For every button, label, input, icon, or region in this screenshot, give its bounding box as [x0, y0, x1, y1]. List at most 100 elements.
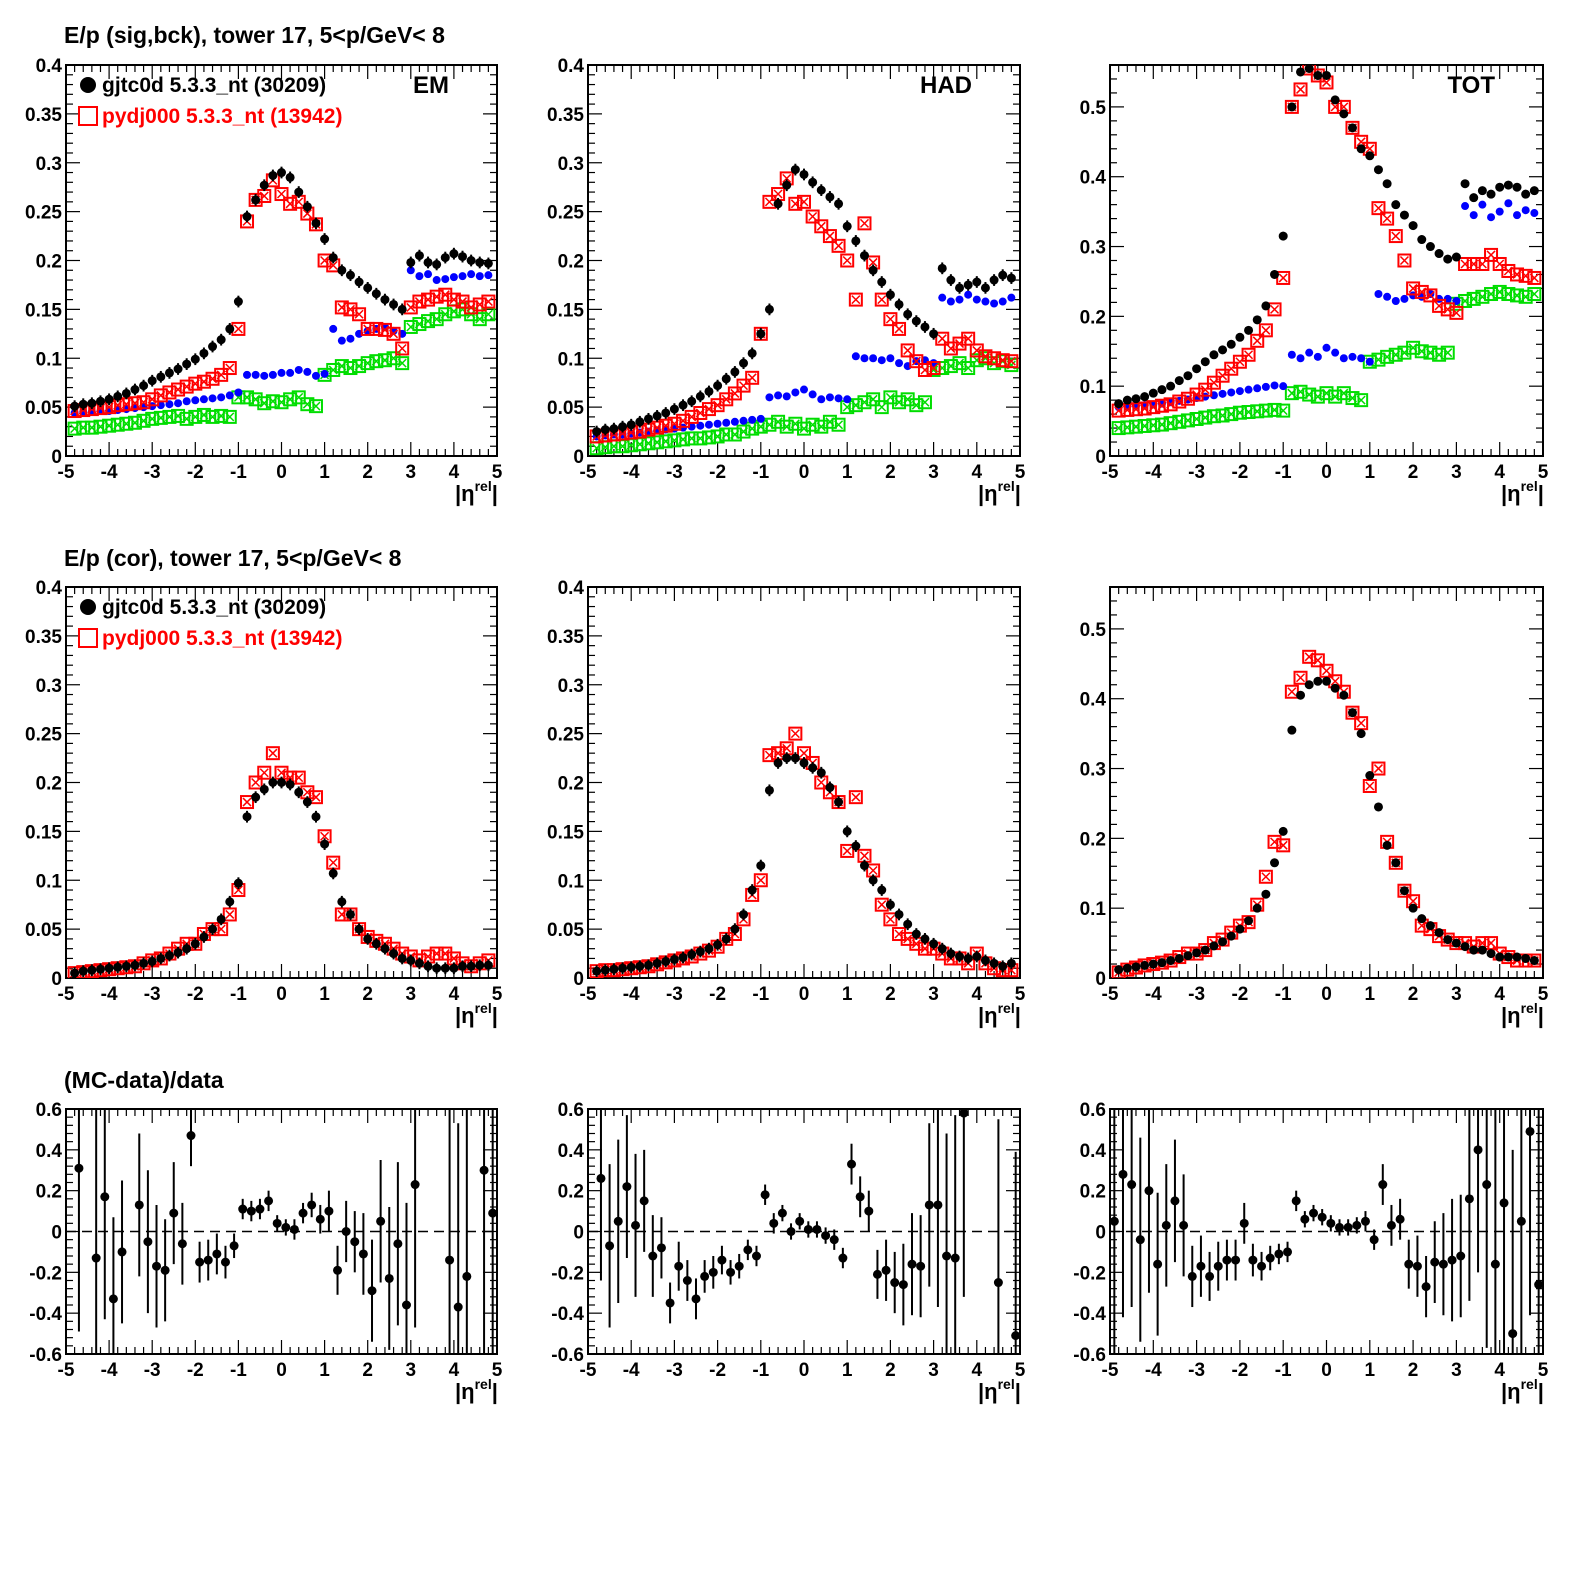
mc-point: [900, 343, 915, 358]
data-point: [139, 381, 149, 391]
x-tick-label: 1: [1365, 984, 1376, 1005]
y-tick-label: 0.3: [1080, 760, 1106, 781]
data-point: [1356, 144, 1366, 154]
mc-sig-point: [756, 414, 765, 423]
mc-point-cross: [320, 831, 330, 841]
mc-point-cross: [1278, 273, 1288, 283]
mc-bck-point: [701, 430, 716, 445]
data-point: [1313, 70, 1323, 80]
mc-point-cross: [1391, 231, 1401, 241]
data-point: [739, 909, 749, 919]
data-point: [721, 934, 731, 944]
mc-point-cross: [225, 363, 235, 373]
data-point: [173, 948, 183, 958]
data-point: [674, 1261, 684, 1271]
mc-point-cross: [1278, 406, 1288, 416]
data-point: [760, 1190, 770, 1200]
mc-point: [1371, 201, 1386, 216]
x-tick-label: -4: [101, 1360, 118, 1381]
plot-panels: -5 -4 -3 -2 -1 0 1 2 3 4 500.050.10.150.20.250.30.…: [25, 56, 1549, 1404]
data-point: [756, 861, 766, 871]
mc-bck-point: [1267, 402, 1282, 417]
data-point: [592, 966, 602, 976]
x-axis-label-sup: rel: [1521, 478, 1538, 494]
mc-point: [1345, 120, 1360, 135]
data-point: [1464, 1194, 1474, 1204]
data-point: [341, 1227, 351, 1236]
mc-bck-point: [472, 312, 487, 327]
data-point: [225, 897, 235, 907]
data-points: [596, 1109, 1020, 1354]
mc-sig-point: [234, 388, 243, 397]
mc-bck-point: [1414, 344, 1429, 359]
data-point: [998, 961, 1008, 971]
mc-point: [352, 307, 367, 322]
data-point: [1382, 840, 1392, 850]
x-tick-label: 1: [1365, 462, 1376, 483]
data-point: [1503, 180, 1513, 190]
x-axis-label-bar: |: [492, 481, 498, 506]
data-point: [795, 1216, 805, 1226]
y-tick-label: -0.4: [551, 1304, 584, 1325]
data-points: [589, 163, 1019, 456]
mc-bck-point: [961, 361, 976, 376]
data-point: [1265, 1253, 1275, 1263]
data-point: [695, 947, 705, 957]
data-point: [803, 1224, 813, 1234]
data-point: [117, 1247, 127, 1257]
data-point: [1334, 1222, 1344, 1232]
data-point: [881, 1265, 891, 1275]
y-tick-label: 0.4: [36, 1141, 63, 1162]
data-points: [1111, 649, 1542, 978]
x-tick-label: 4: [972, 984, 983, 1005]
data-point: [1209, 941, 1219, 951]
mc-bck-point: [145, 411, 160, 426]
mc-point-cross: [1408, 896, 1418, 906]
x-tick-label: -3: [144, 462, 161, 483]
mc-point: [1449, 305, 1464, 320]
data-point: [643, 414, 653, 424]
data-point: [834, 199, 844, 209]
mc-bck-point: [1206, 409, 1221, 424]
data-point: [877, 885, 887, 895]
data-point: [1438, 1259, 1448, 1269]
data-point: [397, 953, 407, 963]
data-point: [406, 955, 416, 965]
mc-point: [831, 795, 846, 810]
data-point: [851, 236, 861, 246]
mc-point: [1258, 323, 1273, 338]
data-point: [242, 212, 252, 222]
x-tick-label: -2: [709, 1360, 726, 1381]
y-tick-label: 0.05: [547, 398, 584, 419]
data-point: [924, 1200, 934, 1210]
mc-sig-point: [286, 368, 295, 377]
data-point: [592, 427, 602, 437]
mc-point-cross: [1356, 395, 1366, 405]
mc-point: [909, 354, 924, 369]
y-tick-label: 0.15: [25, 822, 62, 843]
x-tick-label: 2: [362, 462, 373, 483]
row-title-sig-bck: E/p (sig,bck), tower 17, 5<p/GeV< 8: [64, 22, 445, 48]
y-tick-label: 0.2: [1080, 829, 1106, 850]
x-tick-label: -5: [580, 1360, 597, 1381]
x-tick-label: 3: [406, 1360, 417, 1381]
mc-point-cross: [302, 209, 312, 219]
data-point: [104, 963, 114, 973]
mc-point-cross: [1006, 356, 1016, 366]
mc-point-cross: [225, 412, 235, 422]
data-point: [1248, 1255, 1258, 1265]
data-point: [315, 1214, 325, 1224]
data-point: [1425, 242, 1435, 252]
x-tick-label: -4: [623, 462, 640, 483]
mc-sig-point: [1478, 200, 1487, 209]
mc-point: [935, 331, 950, 346]
data-point: [307, 1200, 317, 1210]
data-point: [907, 1259, 917, 1269]
mc-point-cross: [233, 885, 243, 895]
data-point: [1503, 952, 1513, 962]
mc-point-cross: [1365, 781, 1375, 791]
data-point: [972, 951, 982, 961]
x-axis-label-bar: |: [1015, 1379, 1021, 1404]
y-tick-label: 0: [573, 969, 584, 990]
data-point: [1270, 269, 1280, 279]
